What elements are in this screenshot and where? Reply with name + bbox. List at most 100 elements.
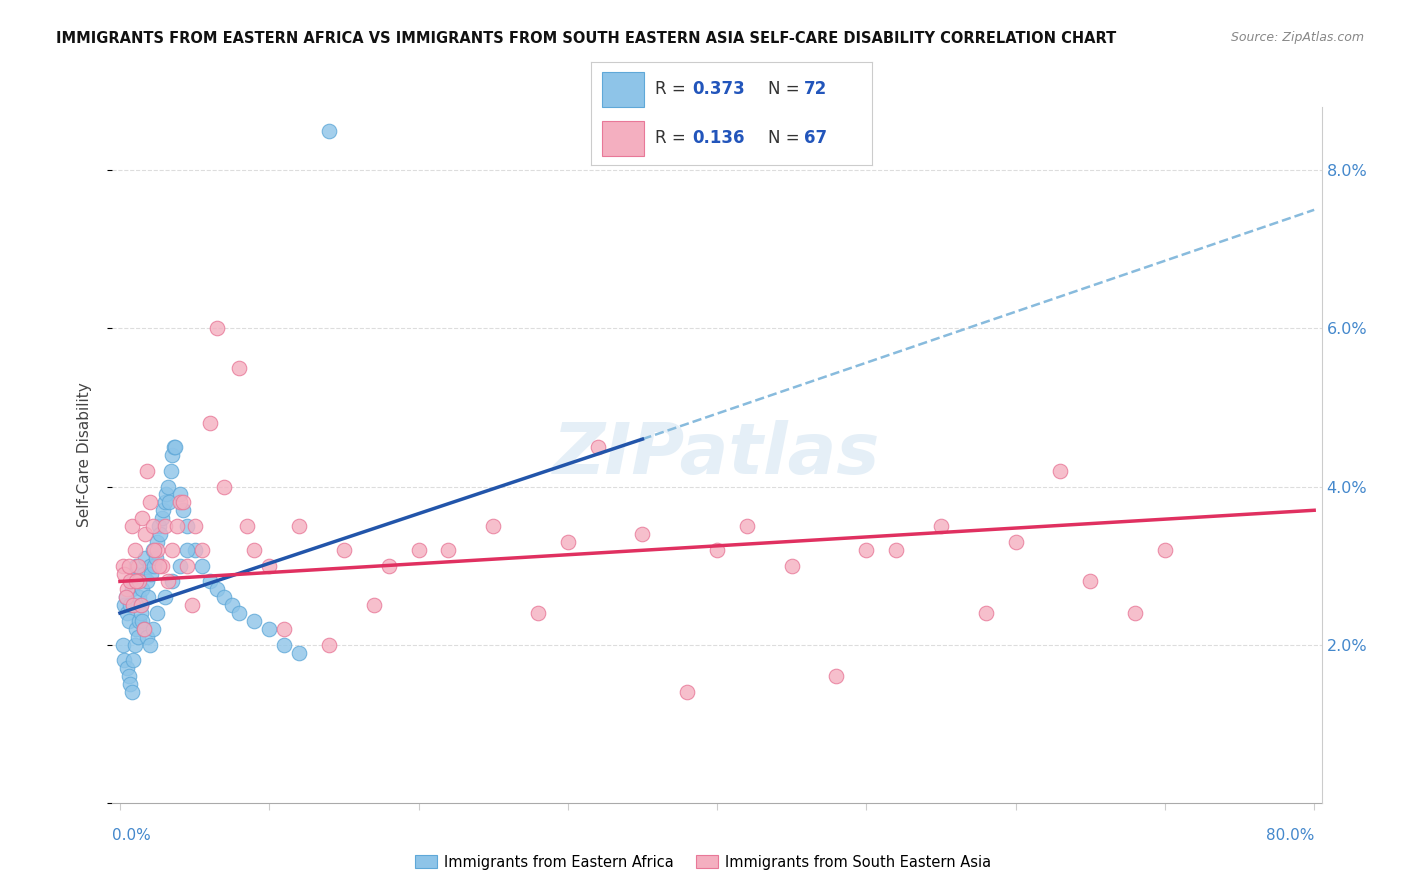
Point [120, 574, 142, 589]
Point [121, 519, 143, 533]
Point [131, 614, 153, 628]
Point [214, 591, 236, 605]
Point [929, 519, 952, 533]
Point [125, 558, 148, 573]
Point [121, 685, 143, 699]
Point [156, 479, 179, 493]
Text: 0.136: 0.136 [692, 129, 744, 147]
FancyBboxPatch shape [602, 71, 644, 106]
Point [780, 558, 803, 573]
Point [198, 574, 221, 589]
Point [115, 591, 138, 605]
Point [165, 440, 187, 454]
Point [120, 677, 142, 691]
Point [172, 503, 194, 517]
Point [139, 638, 162, 652]
Point [118, 614, 141, 628]
Point [148, 519, 170, 533]
Point [124, 566, 146, 581]
Text: 80.0%: 80.0% [1267, 829, 1315, 843]
Point [176, 519, 198, 533]
Point [482, 519, 505, 533]
Point [221, 598, 243, 612]
Point [139, 495, 162, 509]
Point [124, 542, 146, 557]
Point [156, 574, 179, 589]
Y-axis label: Self-Care Disability: Self-Care Disability [77, 383, 91, 527]
Point [825, 669, 848, 683]
Point [557, 534, 579, 549]
Text: N =: N = [768, 129, 804, 147]
Point [146, 534, 169, 549]
Point [150, 558, 173, 573]
Point [243, 614, 266, 628]
Point [129, 598, 152, 612]
Point [160, 574, 183, 589]
Text: R =: R = [655, 129, 692, 147]
Point [169, 487, 191, 501]
Point [273, 638, 295, 652]
Point [1049, 464, 1071, 478]
Point [408, 542, 430, 557]
Point [735, 519, 758, 533]
Point [122, 574, 145, 589]
Point [150, 511, 173, 525]
Point [180, 598, 202, 612]
Point [631, 527, 654, 541]
Point [157, 495, 180, 509]
Point [166, 519, 188, 533]
Point [437, 542, 460, 557]
Point [112, 566, 135, 581]
Point [205, 321, 228, 335]
Point [974, 606, 997, 620]
Point [257, 558, 280, 573]
Point [117, 661, 139, 675]
Point [176, 542, 198, 557]
Point [169, 558, 191, 573]
Text: IMMIGRANTS FROM EASTERN AFRICA VS IMMIGRANTS FROM SOUTH EASTERN ASIA SELF-CARE D: IMMIGRANTS FROM EASTERN AFRICA VS IMMIGR… [56, 31, 1116, 46]
Point [129, 598, 152, 612]
Point [855, 542, 877, 557]
Point [676, 685, 699, 699]
Point [117, 606, 139, 620]
Point [318, 638, 340, 652]
Point [153, 591, 176, 605]
Point [706, 542, 728, 557]
Point [527, 606, 550, 620]
Point [128, 574, 150, 589]
Point [115, 591, 138, 605]
Point [128, 591, 150, 605]
Point [243, 542, 266, 557]
Point [159, 464, 181, 478]
Text: Source: ZipAtlas.com: Source: ZipAtlas.com [1230, 31, 1364, 45]
Point [153, 495, 176, 509]
Point [257, 622, 280, 636]
Point [120, 598, 142, 612]
Point [111, 638, 134, 652]
Point [122, 653, 145, 667]
Point [153, 519, 176, 533]
Point [205, 582, 228, 597]
Point [152, 503, 174, 517]
Point [198, 417, 221, 431]
Point [132, 622, 155, 636]
Point [117, 582, 139, 597]
Point [121, 582, 143, 597]
Point [111, 558, 134, 573]
Point [318, 124, 340, 138]
Point [125, 622, 148, 636]
Point [183, 542, 205, 557]
Point [160, 448, 183, 462]
Point [139, 558, 162, 573]
Point [134, 527, 156, 541]
Point [122, 598, 145, 612]
Point [176, 558, 198, 573]
Point [146, 542, 169, 557]
Point [112, 598, 135, 612]
Point [145, 550, 167, 565]
Point [128, 614, 150, 628]
Point [363, 598, 385, 612]
Point [112, 653, 135, 667]
Point [172, 495, 194, 509]
Point [377, 558, 399, 573]
